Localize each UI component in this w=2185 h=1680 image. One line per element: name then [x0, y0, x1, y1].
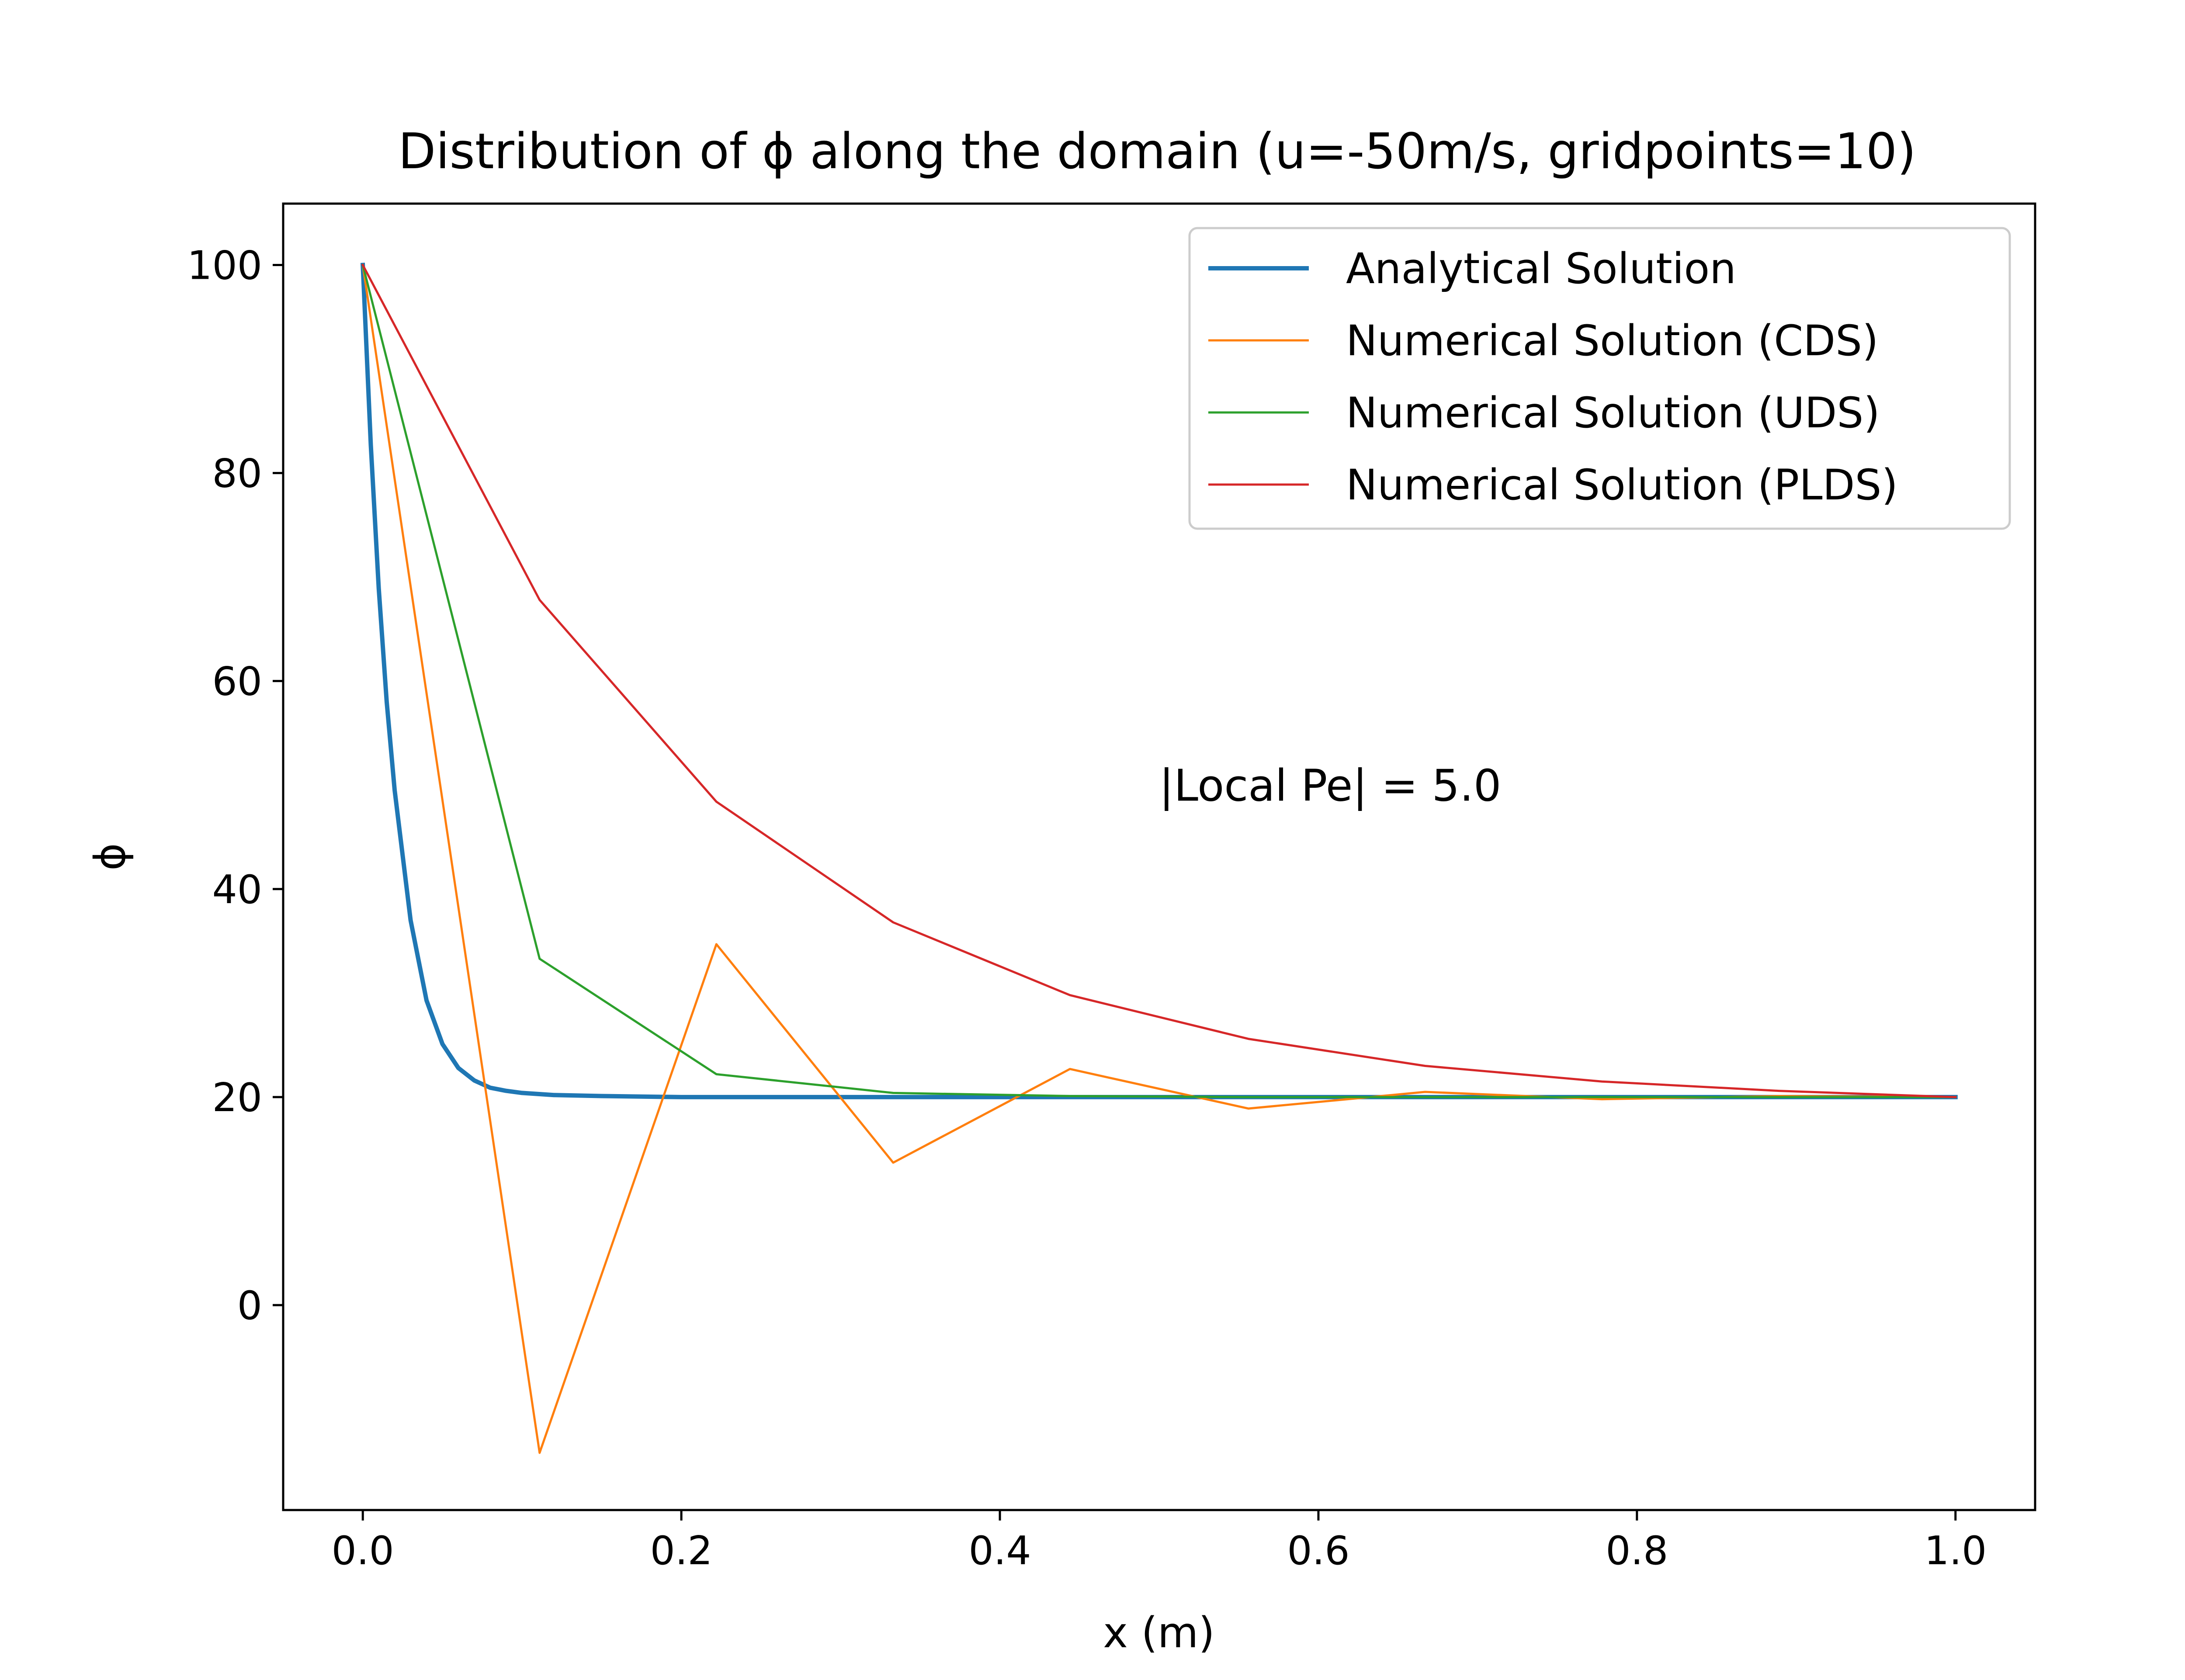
legend-label-2: Numerical Solution (CDS): [1346, 316, 1879, 365]
series-line-3: [361, 263, 1957, 1098]
y-axis-label: ϕ: [86, 843, 135, 870]
legend-label-1: Analytical Solution: [1346, 244, 1736, 293]
x-tick-label: 1.0: [1924, 1528, 1987, 1574]
local-pe-annotation: |Local Pe| = 5.0: [1159, 760, 1502, 811]
y-tick-label: 60: [212, 659, 262, 705]
plot-frame: [282, 202, 2036, 1511]
y-tick-label: 0: [237, 1283, 262, 1329]
chart-title: Distribution of ϕ along the domain (u=-5…: [398, 123, 1916, 180]
y-tick-label: 40: [212, 867, 262, 913]
x-tick-label: 0.2: [650, 1528, 713, 1574]
legend-label-3: Numerical Solution (UDS): [1346, 388, 1880, 437]
y-tick-label: 80: [212, 451, 262, 497]
legend-label-4: Numerical Solution (PLDS): [1346, 461, 1898, 509]
y-tick-label: 20: [212, 1075, 262, 1121]
x-tick-label: 0.8: [1606, 1528, 1668, 1574]
legend-items: Analytical Solution Numerical Solution (C…: [1208, 244, 1898, 509]
legend: Analytical Solution Numerical Solution (C…: [1188, 227, 2011, 530]
x-axis-label: x (m): [1103, 1608, 1215, 1657]
x-tick-label: 0.6: [1287, 1528, 1349, 1574]
series-line-1: [360, 263, 1958, 1099]
ticks-layer: 0.0 0.2 0.4 0.6 0.8 1.0 0 20 40 60 80 100: [187, 242, 1987, 1574]
x-tick-label: 0.4: [968, 1528, 1031, 1574]
series-layer: [360, 263, 1958, 1454]
legend-frame: [1188, 227, 2011, 530]
x-tick-label: 0.0: [332, 1528, 394, 1574]
y-tick-label: 100: [187, 242, 262, 288]
series-line-4: [361, 263, 1957, 1098]
